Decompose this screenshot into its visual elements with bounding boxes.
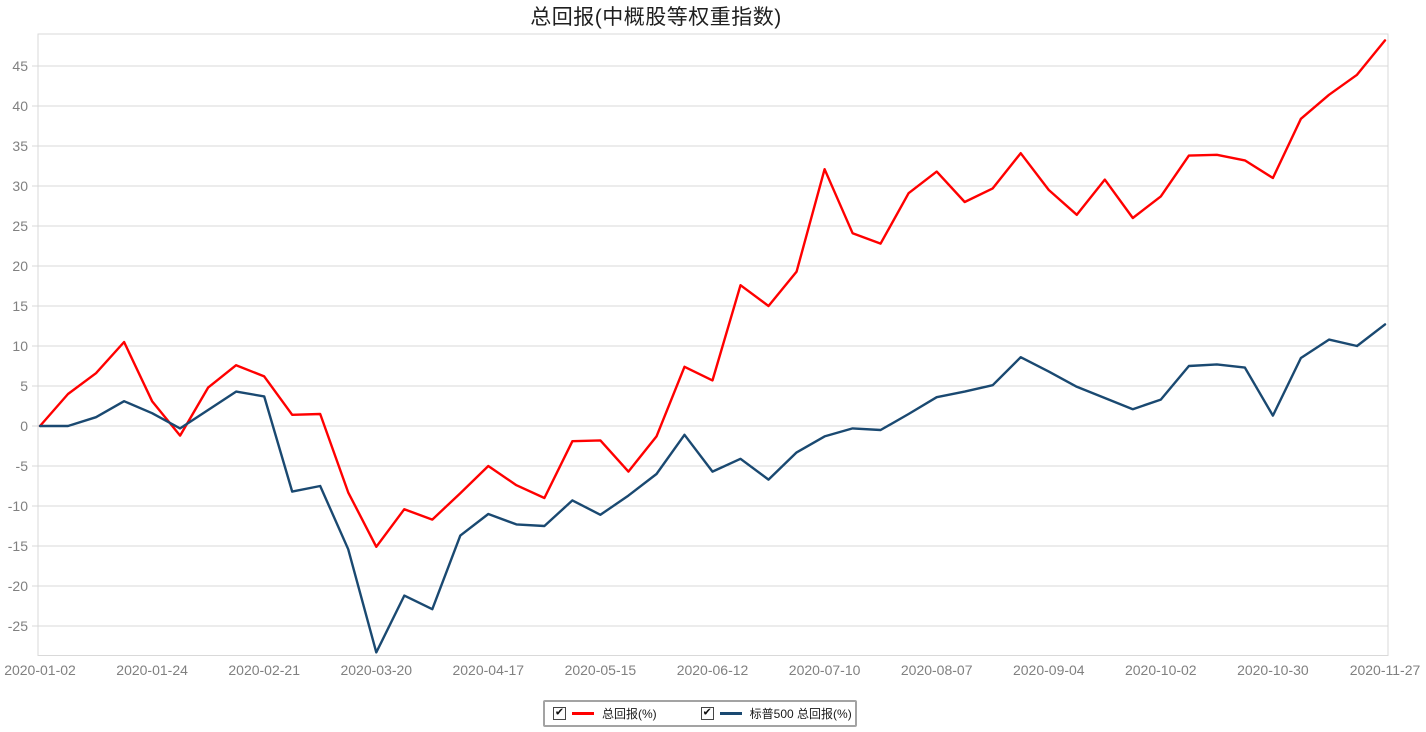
x-axis-label: 2020-07-10	[789, 662, 861, 678]
x-axis-label: 2020-08-07	[901, 662, 973, 678]
x-axis-label: 2020-01-02	[4, 662, 76, 678]
total-return-line-sample	[572, 712, 594, 715]
legend-checkbox-total-return[interactable]: ✔	[553, 707, 566, 720]
plot-border	[37, 33, 1389, 656]
y-axis-label: 40	[12, 98, 28, 114]
total-return-line	[38, 39, 1387, 548]
chart-title: 总回报(中概股等权重指数)	[530, 6, 782, 29]
y-axis-label: 10	[12, 338, 28, 354]
x-axis-label: 2020-10-02	[1125, 662, 1197, 678]
x-axis-label: 2020-09-04	[1013, 662, 1085, 678]
x-axis-label: 2020-10-30	[1237, 662, 1309, 678]
y-axis-label: 20	[12, 258, 28, 274]
y-axis-label: -15	[8, 538, 28, 554]
y-axis-label: -20	[8, 578, 28, 594]
sp500-total-return-line-sample	[719, 712, 742, 715]
legend-item-sp500-total-return: ✔ 标普500 总回报(%)	[700, 705, 852, 722]
x-axis-label: 2020-02-21	[228, 662, 300, 678]
x-axis-label: 2020-11-27	[1350, 662, 1421, 678]
y-axis-label: 0	[20, 418, 28, 434]
y-axis-label: 15	[12, 298, 28, 314]
y-axis-label: 45	[12, 58, 28, 74]
legend-item-total-return: ✔ 总回报(%)	[553, 705, 657, 722]
x-axis-label: 2020-01-24	[116, 662, 188, 678]
y-axis-label: 5	[20, 378, 28, 394]
y-axis-label: -25	[8, 618, 28, 634]
sp500-total-return-line	[38, 323, 1387, 654]
y-axis-label: 35	[12, 138, 28, 154]
x-axis-label: 2020-05-15	[565, 662, 637, 678]
check-icon: ✔	[554, 706, 565, 719]
legend: ✔ 总回报(%) ✔ 标普500 总回报(%)	[543, 700, 857, 727]
y-axis-label: 30	[12, 178, 28, 194]
x-axis-label: 2020-03-20	[340, 662, 412, 678]
y-axis-label: -5	[16, 458, 29, 474]
y-axis-label: -10	[8, 498, 28, 514]
x-axis-label: 2020-06-12	[677, 662, 749, 678]
check-icon: ✔	[702, 706, 712, 719]
y-axis-label: 25	[12, 218, 28, 234]
legend-checkbox-sp500-total-return[interactable]: ✔	[700, 706, 714, 720]
x-axis-label: 2020-04-17	[452, 662, 524, 678]
legend-label-sp500-total-return: 标普500 总回报(%)	[749, 707, 852, 721]
legend-label-total-return: 总回报(%)	[602, 707, 657, 721]
